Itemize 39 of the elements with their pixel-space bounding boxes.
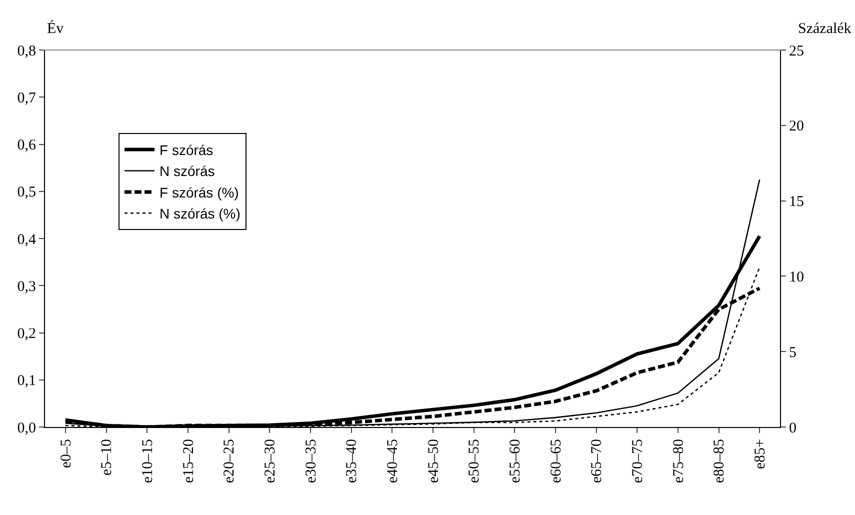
x-tick-label: e30–35 (303, 439, 320, 484)
x-tick-label: e0–5 (58, 439, 74, 468)
x-tick-label: e10–15 (140, 439, 156, 484)
x-tick-label: e75–80 (670, 439, 687, 484)
y-tick-label: 0,4 (17, 232, 36, 248)
x-tick-label: e70–75 (630, 439, 646, 484)
x-tick-label: e15–20 (180, 439, 197, 484)
x-tick-label: e85+ (752, 439, 768, 470)
legend-label: N szórás (%) (160, 206, 240, 222)
y-tick-label: 0,3 (17, 278, 36, 295)
x-tick-label: e60–65 (548, 439, 564, 484)
y-tick-label: 0,6 (17, 138, 36, 154)
legend-label: F szórás (%) (160, 184, 239, 200)
x-tick-label: e25–30 (262, 439, 278, 484)
y-tick-label: 0,1 (17, 373, 36, 390)
y2-tick-label: 5 (789, 344, 796, 361)
x-tick-label: e80–85 (712, 439, 728, 484)
y2-tick-label: 0 (789, 420, 796, 436)
y2-tick-label: 25 (789, 43, 804, 60)
x-tick-label: e20–25 (222, 439, 238, 484)
y2-axis-title: Százalék (798, 21, 852, 37)
y-tick-label: 0,7 (17, 90, 36, 106)
legend-label: F szórás (160, 142, 214, 158)
x-tick-label: e40–45 (384, 439, 401, 484)
x-tick-label: e55–60 (507, 439, 524, 484)
y-axis-title: Év (47, 20, 64, 37)
x-tick-label: e35–40 (344, 439, 360, 484)
y-tick-label: 0,0 (17, 420, 36, 436)
y-tick-label: 0,2 (17, 326, 36, 342)
y2-tick-label: 10 (789, 269, 804, 286)
y2-tick-label: 20 (789, 118, 804, 135)
y-tick-label: 0,5 (17, 184, 36, 201)
x-tick-label: e45–50 (426, 439, 442, 484)
legend-label: N szórás (160, 163, 215, 180)
y2-tick-label: 15 (789, 194, 804, 210)
x-tick-label: e5–10 (99, 439, 116, 476)
x-tick-label: e50–55 (466, 439, 483, 484)
y-tick-label: 0,8 (17, 43, 36, 60)
x-tick-label: e65–70 (589, 439, 606, 484)
